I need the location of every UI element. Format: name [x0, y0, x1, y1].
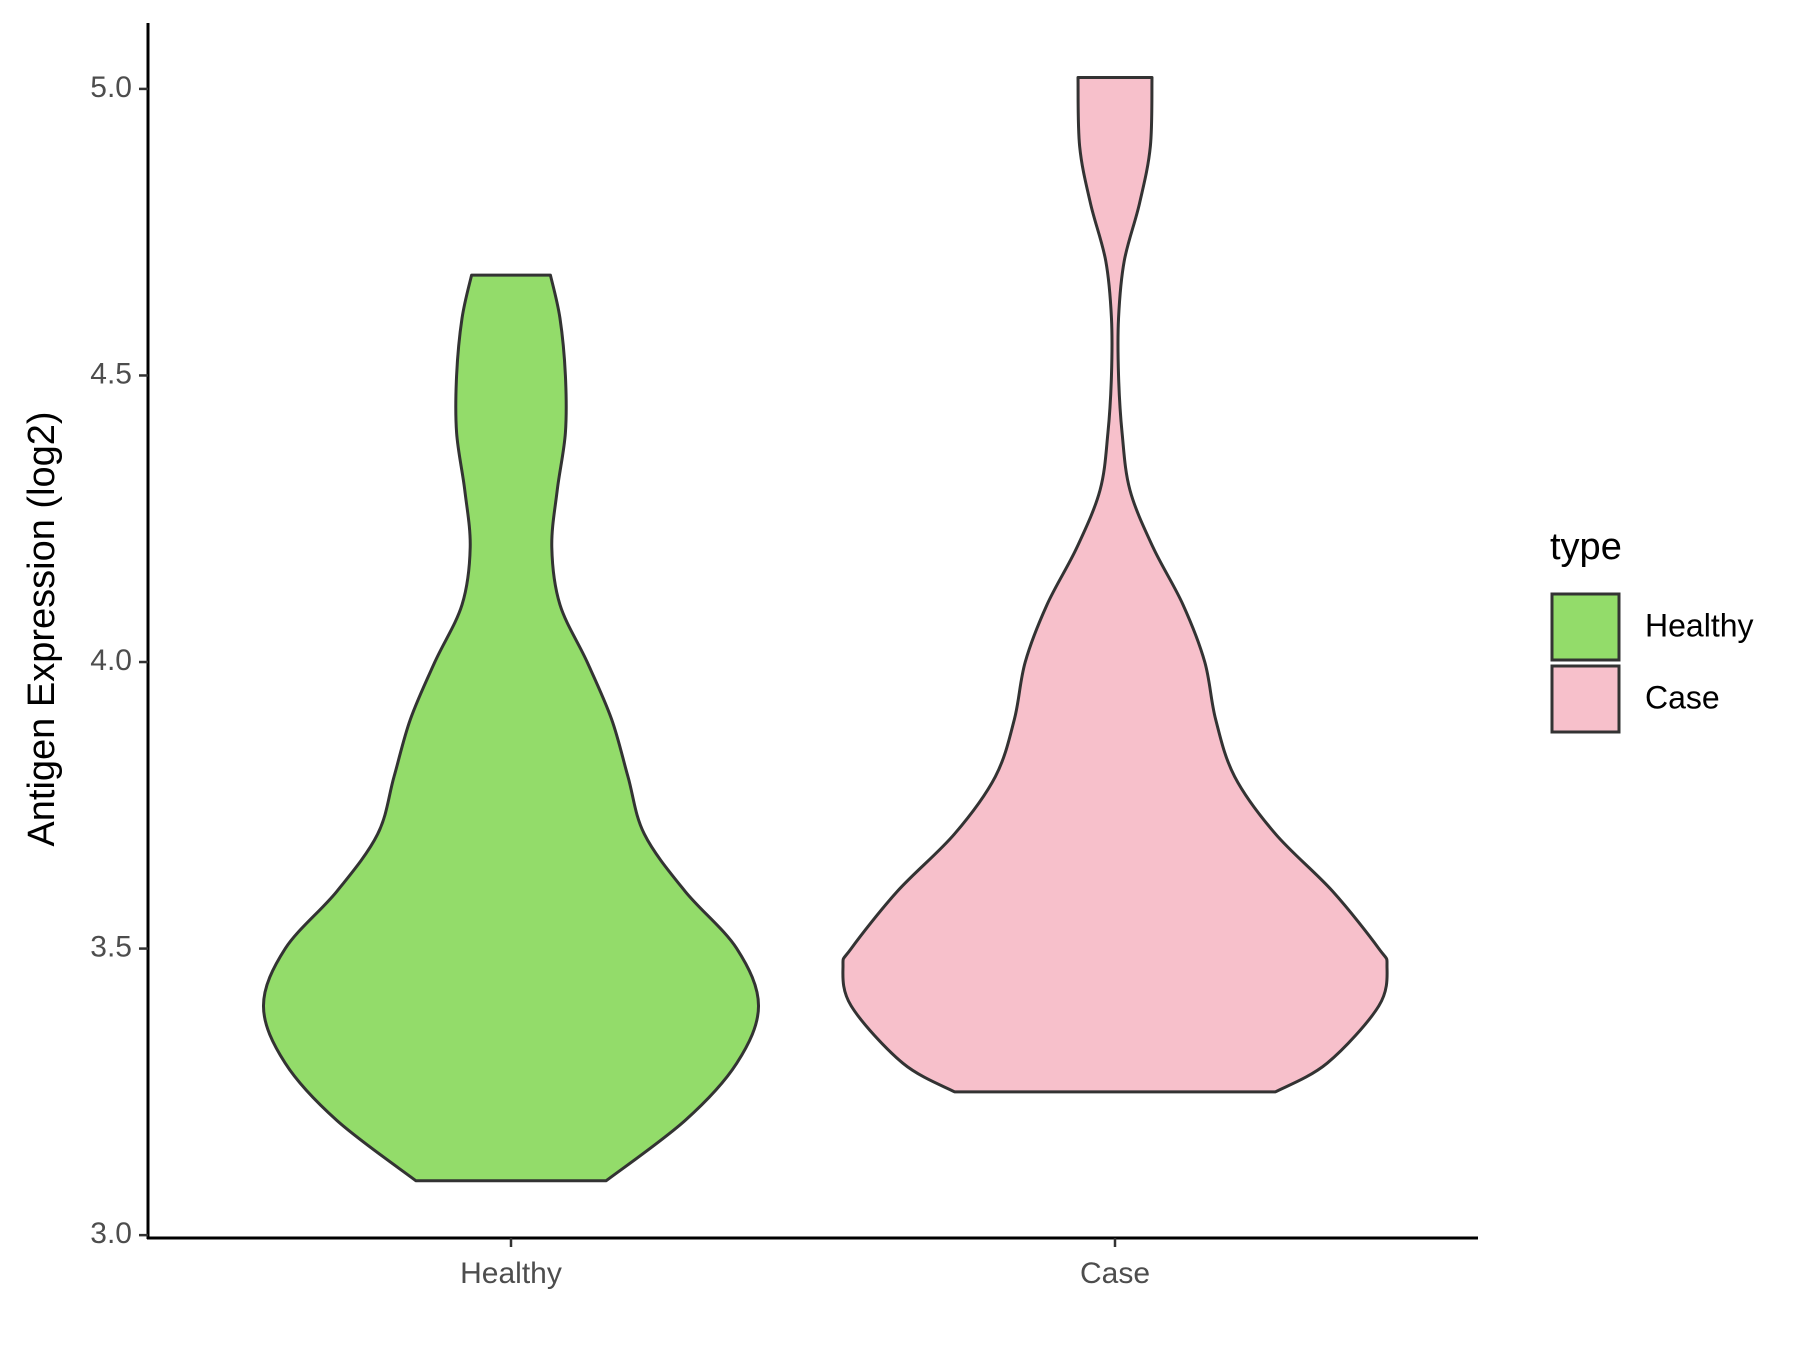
legend-key — [1550, 592, 1621, 662]
y-tick-label: 5.0 — [90, 71, 132, 104]
x-tick-label: Case — [1080, 1257, 1150, 1290]
y-axis-label: Antigen Expression (log2) — [21, 411, 63, 846]
y-tick-label: 4.0 — [90, 644, 132, 677]
y-tick-label: 4.5 — [90, 357, 132, 390]
violin — [261, 273, 761, 1183]
x-tick-label: Healthy — [460, 1257, 562, 1290]
violin — [841, 75, 1389, 1094]
y-tick-label: 3.5 — [90, 930, 132, 963]
legend-key — [1550, 664, 1621, 734]
legend-title: type — [1550, 526, 1622, 568]
legend-label: Case — [1645, 679, 1720, 715]
legend-label: Healthy — [1645, 607, 1754, 643]
y-tick-label: 3.0 — [90, 1217, 132, 1250]
